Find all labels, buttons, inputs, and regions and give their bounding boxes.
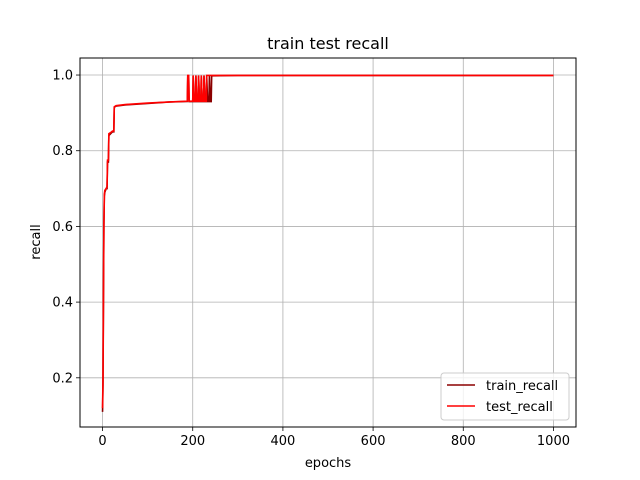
- x-axis-ticks: 0 200 400 600 800 1000: [98, 427, 570, 449]
- x-tick-label: 400: [270, 434, 295, 449]
- x-tick-label: 200: [180, 434, 205, 449]
- y-tick-label: 0.8: [52, 144, 73, 159]
- series-line-test-recall: [101, 74, 554, 409]
- y-tick-label: 0.6: [52, 220, 73, 235]
- legend-label-train-recall: train_recall: [486, 379, 558, 394]
- plot-frame: [79, 57, 577, 428]
- legend-label-test-recall: test_recall: [486, 400, 553, 415]
- y-tick-label: 1.0: [52, 69, 73, 84]
- x-tick-label: 800: [451, 434, 476, 449]
- x-axis-label: epochs: [305, 456, 352, 471]
- chart-title: train test recall: [267, 34, 389, 53]
- x-tick-label: 600: [361, 434, 386, 449]
- legend: train_recall test_recall: [440, 372, 570, 421]
- y-tick-label: 0.2: [52, 371, 73, 386]
- y-axis-label: recall: [29, 224, 44, 259]
- x-tick-label: 0: [98, 434, 106, 449]
- series-group: [101, 74, 554, 412]
- y-axis-ticks: 0.2 0.4 0.6 0.8 1.0: [52, 69, 80, 386]
- y-tick-label: 0.4: [52, 296, 73, 311]
- x-tick-label: 1000: [537, 434, 570, 449]
